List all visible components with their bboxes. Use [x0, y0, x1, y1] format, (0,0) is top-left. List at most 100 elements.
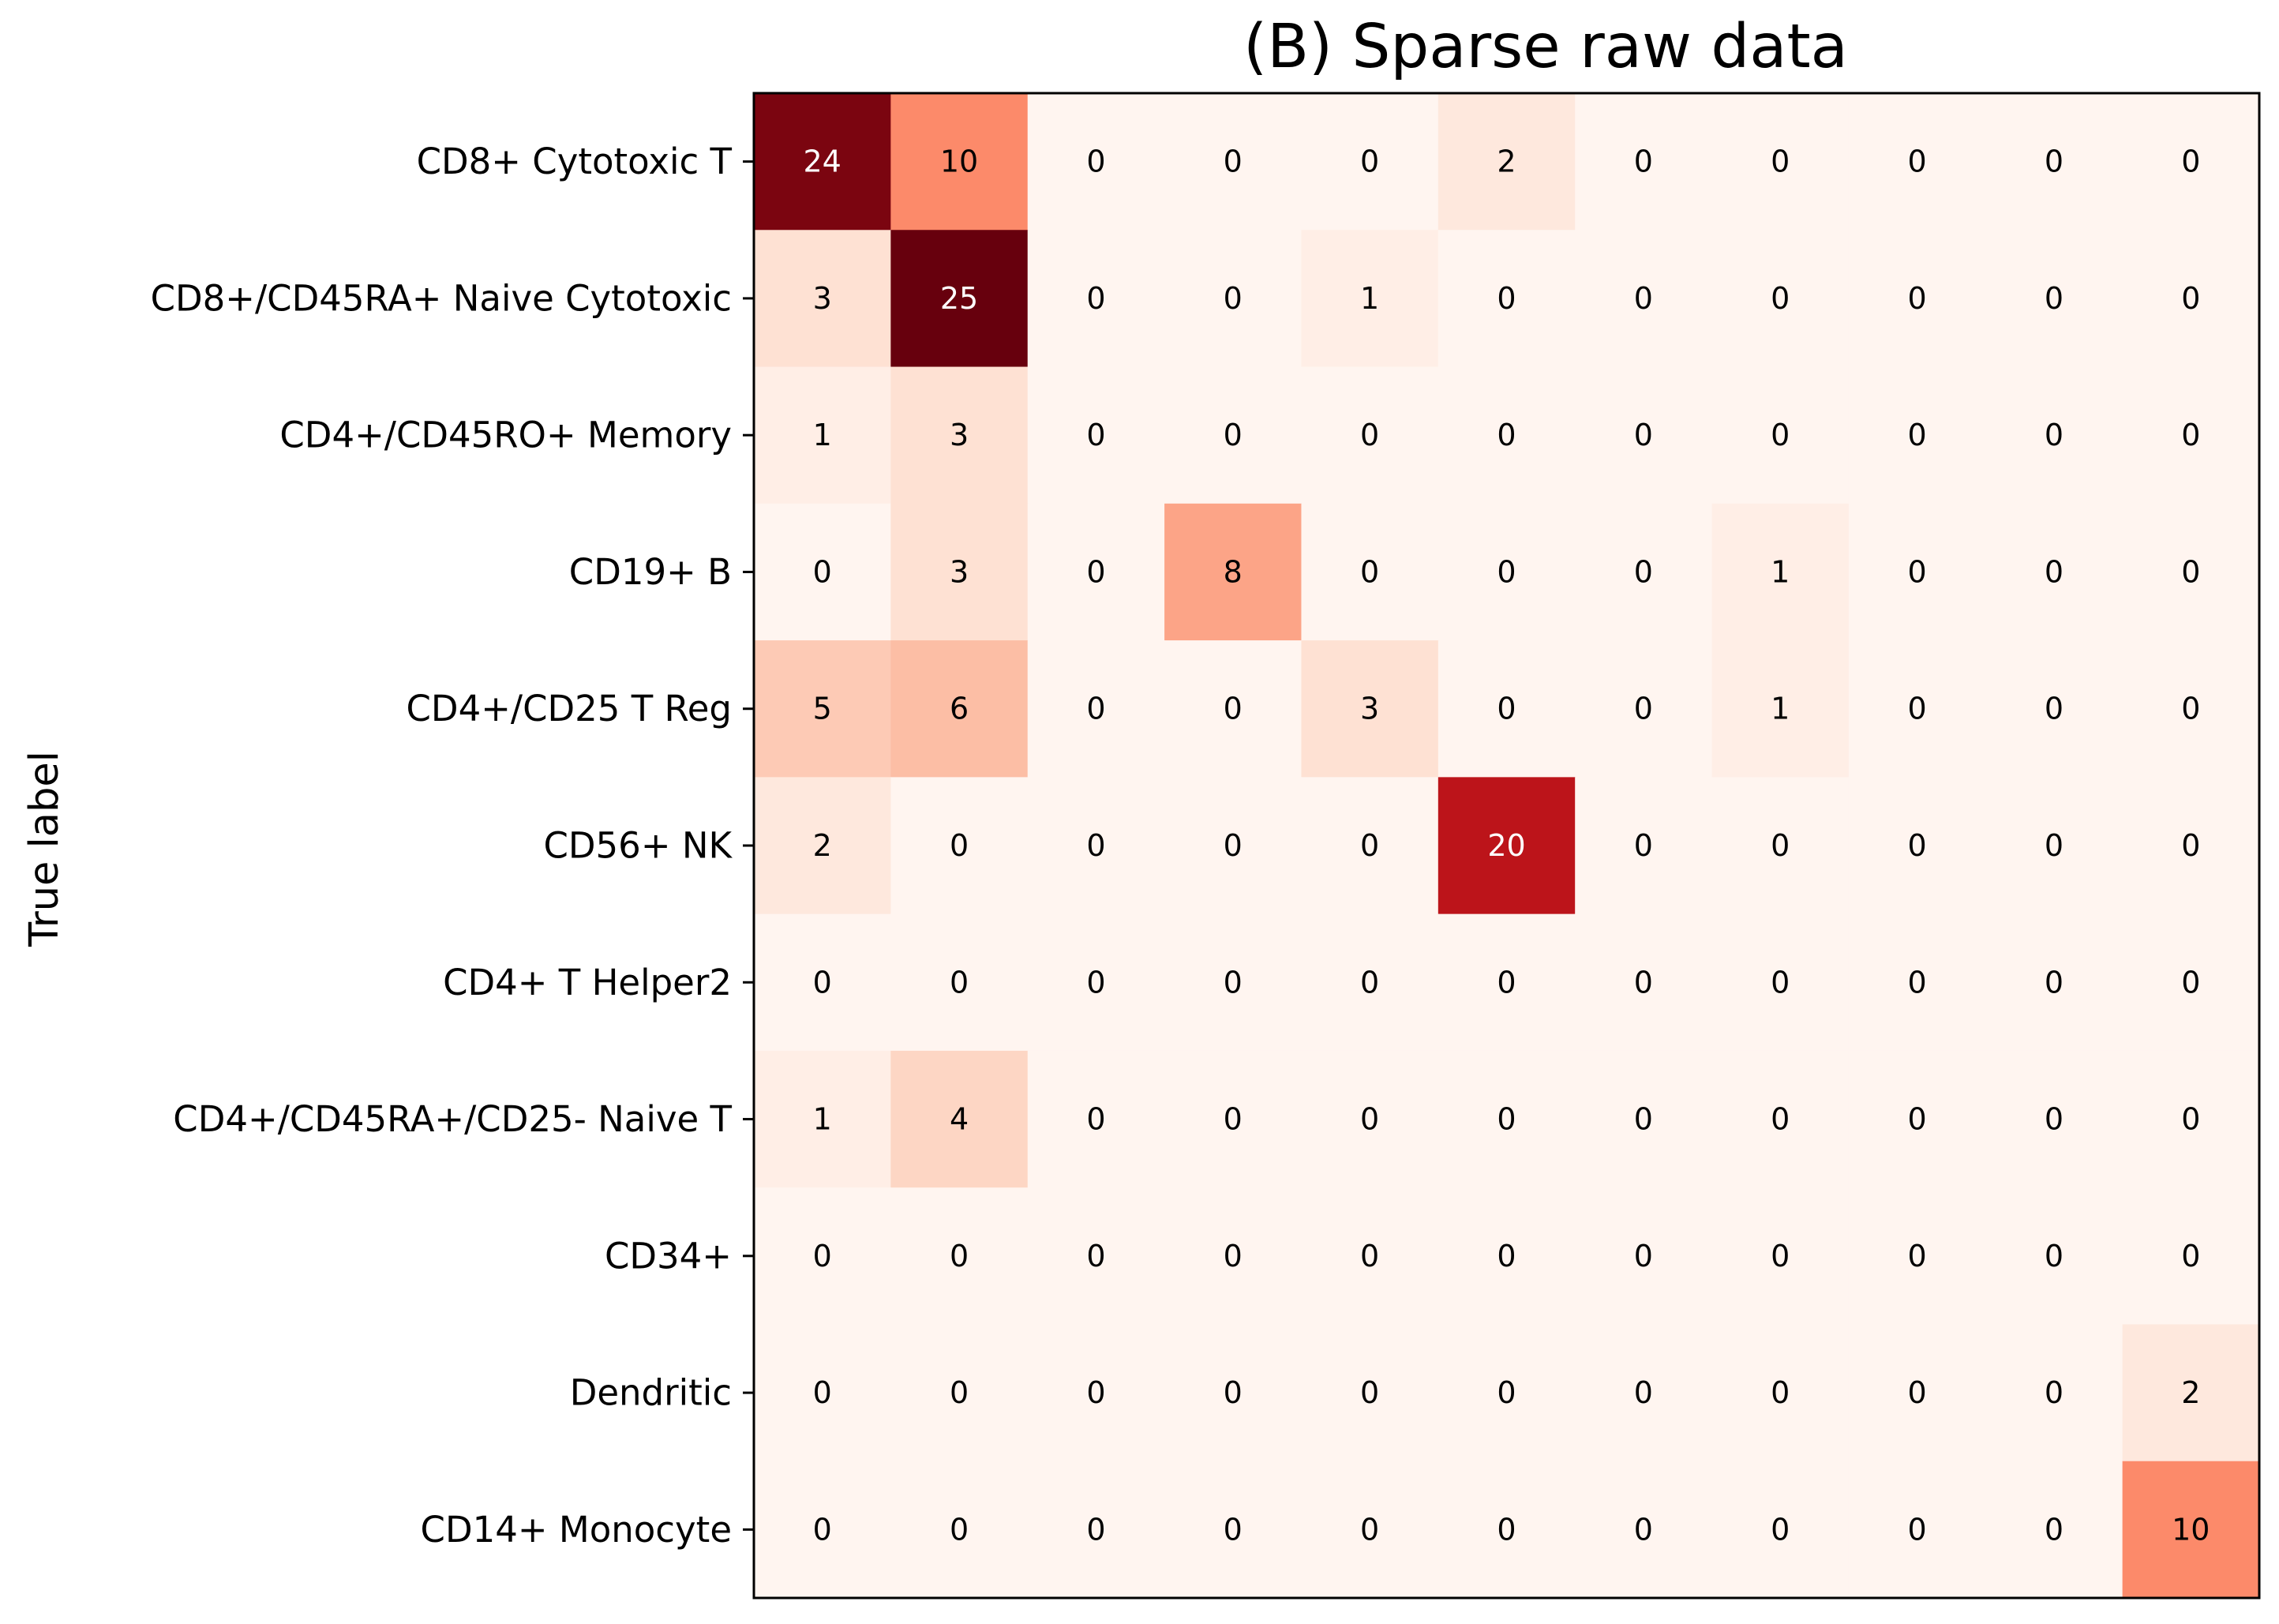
y-tick-label: CD8+/CD45RA+ Naive Cytotoxic: [151, 277, 732, 319]
heatmap-cell: [890, 913, 1029, 1052]
heatmap-cell: [1164, 913, 1303, 1052]
cell-value-label: 1: [813, 1102, 832, 1137]
heatmap-cell: [1848, 366, 1986, 504]
cell-value-label: 5: [813, 692, 832, 726]
heatmap-cell: [1027, 640, 1165, 778]
cell-value-label: 0: [1086, 1375, 1105, 1410]
cell-value-label: 0: [2045, 554, 2063, 589]
heatmap-cell: [890, 1187, 1029, 1326]
cell-value-label: 8: [1224, 554, 1243, 589]
heatmap-cell: [1848, 230, 1986, 368]
cell-value-label: 0: [1224, 144, 1243, 179]
y-tick-label: CD4+/CD25 T Reg: [407, 688, 733, 729]
cell-value-label: 0: [1634, 692, 1653, 726]
cell-value-label: 0: [2181, 144, 2200, 179]
cell-value-labels: 24 10 0 0 0 2 0 0 0 0 03 25 0 0 1 0 0 0 0 0 01 3 0 0 0 0 0 0 0 0 00 3 0 8…: [804, 144, 2210, 1547]
heatmap-cell: [1711, 366, 1850, 504]
heatmap-cell: [1301, 913, 1439, 1052]
heatmap-cell: [1027, 93, 1165, 231]
cell-value-label: 0: [2045, 281, 2063, 316]
cell-value-label: 0: [1086, 692, 1105, 726]
cell-value-label: 0: [1086, 281, 1105, 316]
heatmap-cell: [1027, 1461, 1165, 1599]
cell-value-label: 0: [1497, 1102, 1516, 1137]
heatmap-cell: [754, 1050, 891, 1188]
cell-value-label: 0: [1634, 828, 1653, 863]
heatmap-cell: [1301, 1050, 1439, 1188]
heatmap-cell: [754, 93, 891, 231]
cell-value-label: 10: [2172, 1512, 2210, 1547]
cell-value-label: 25: [940, 281, 978, 316]
y-axis-label: True label: [21, 751, 68, 947]
heatmap-cell: [1164, 366, 1303, 504]
heatmap-cell: [1164, 503, 1303, 641]
cell-value-label: 0: [950, 965, 969, 1000]
heatmap-cell: [1437, 777, 1576, 915]
heatmap-cell: [890, 503, 1029, 641]
heatmap-cell: [1985, 230, 2123, 368]
heatmap-cell: [1437, 366, 1576, 504]
cell-value-label: 0: [1634, 1512, 1653, 1547]
cell-value-label: 0: [1907, 965, 1926, 1000]
heatmap-cell: [2122, 1324, 2260, 1462]
cell-value-label: 0: [1086, 1512, 1105, 1547]
y-axis-ticks: CD8+ Cytotoxic T CD8+/CD45RA+ Naive Cytot…: [151, 141, 754, 1551]
cell-value-label: 0: [1086, 965, 1105, 1000]
cell-value-label: 0: [2045, 144, 2063, 179]
chart-title: (B) Sparse raw data: [1243, 12, 1848, 82]
heatmap-cell: [1027, 913, 1165, 1052]
cell-value-label: 3: [950, 418, 969, 452]
heatmap-cell: [890, 93, 1029, 231]
cell-value-label: 10: [940, 144, 978, 179]
cell-value-label: 0: [2181, 965, 2200, 1000]
heatmap-cell: [890, 1050, 1029, 1188]
cell-value-label: 0: [2181, 1102, 2200, 1137]
cell-value-label: 0: [2181, 1239, 2200, 1273]
heatmap-cell: [1301, 366, 1439, 504]
heatmap-cell: [754, 913, 891, 1052]
cell-value-label: 0: [2181, 828, 2200, 863]
heatmap-cell: [1711, 230, 1850, 368]
heatmap-cell: [1027, 230, 1165, 368]
cell-value-label: 2: [2181, 1375, 2200, 1410]
cell-value-label: 0: [1771, 1239, 1790, 1273]
heatmap-cell: [2122, 366, 2260, 504]
cell-value-label: 0: [1907, 1512, 1926, 1547]
cell-value-label: 0: [2181, 692, 2200, 726]
heatmap-cell: [1437, 913, 1576, 1052]
heatmap-cell: [2122, 1050, 2260, 1188]
cell-value-label: 0: [1086, 144, 1105, 179]
heatmap-cell: [1437, 1187, 1576, 1326]
cell-value-label: 0: [1497, 692, 1516, 726]
heatmap-cell: [890, 230, 1029, 368]
heatmap-cell: [1985, 1187, 2123, 1326]
cell-value-label: 0: [1360, 828, 1379, 863]
heatmap-cell: [1027, 1050, 1165, 1188]
cell-value-label: 0: [1907, 418, 1926, 452]
heatmap-cell: [1437, 1324, 1576, 1462]
cell-value-label: 0: [1224, 965, 1243, 1000]
cell-value-label: 20: [1487, 828, 1525, 863]
cell-value-label: 0: [1086, 828, 1105, 863]
cell-value-label: 0: [1907, 1239, 1926, 1273]
cell-value-label: 0: [1907, 1375, 1926, 1410]
cell-value-label: 0: [1634, 281, 1653, 316]
heatmap-cell: [1848, 913, 1986, 1052]
heatmap-cell: [1027, 503, 1165, 641]
y-tick-label: Dendritic: [570, 1372, 732, 1414]
heatmap-cell: [1301, 777, 1439, 915]
cell-value-label: 0: [1907, 828, 1926, 863]
heatmap-cell: [1301, 1324, 1439, 1462]
cell-value-label: 0: [2181, 418, 2200, 452]
cell-value-label: 0: [1224, 1102, 1243, 1137]
heatmap-cell: [1848, 1461, 1986, 1599]
cell-value-label: 6: [950, 692, 969, 726]
cell-value-label: 0: [2045, 1375, 2063, 1410]
cell-value-label: 0: [950, 828, 969, 863]
heatmap-cell: [1848, 777, 1986, 915]
cell-value-label: 4: [950, 1102, 969, 1137]
cell-value-label: 0: [1771, 144, 1790, 179]
cell-value-label: 0: [813, 1239, 832, 1273]
y-tick-label: CD14+ Monocyte: [421, 1509, 732, 1551]
